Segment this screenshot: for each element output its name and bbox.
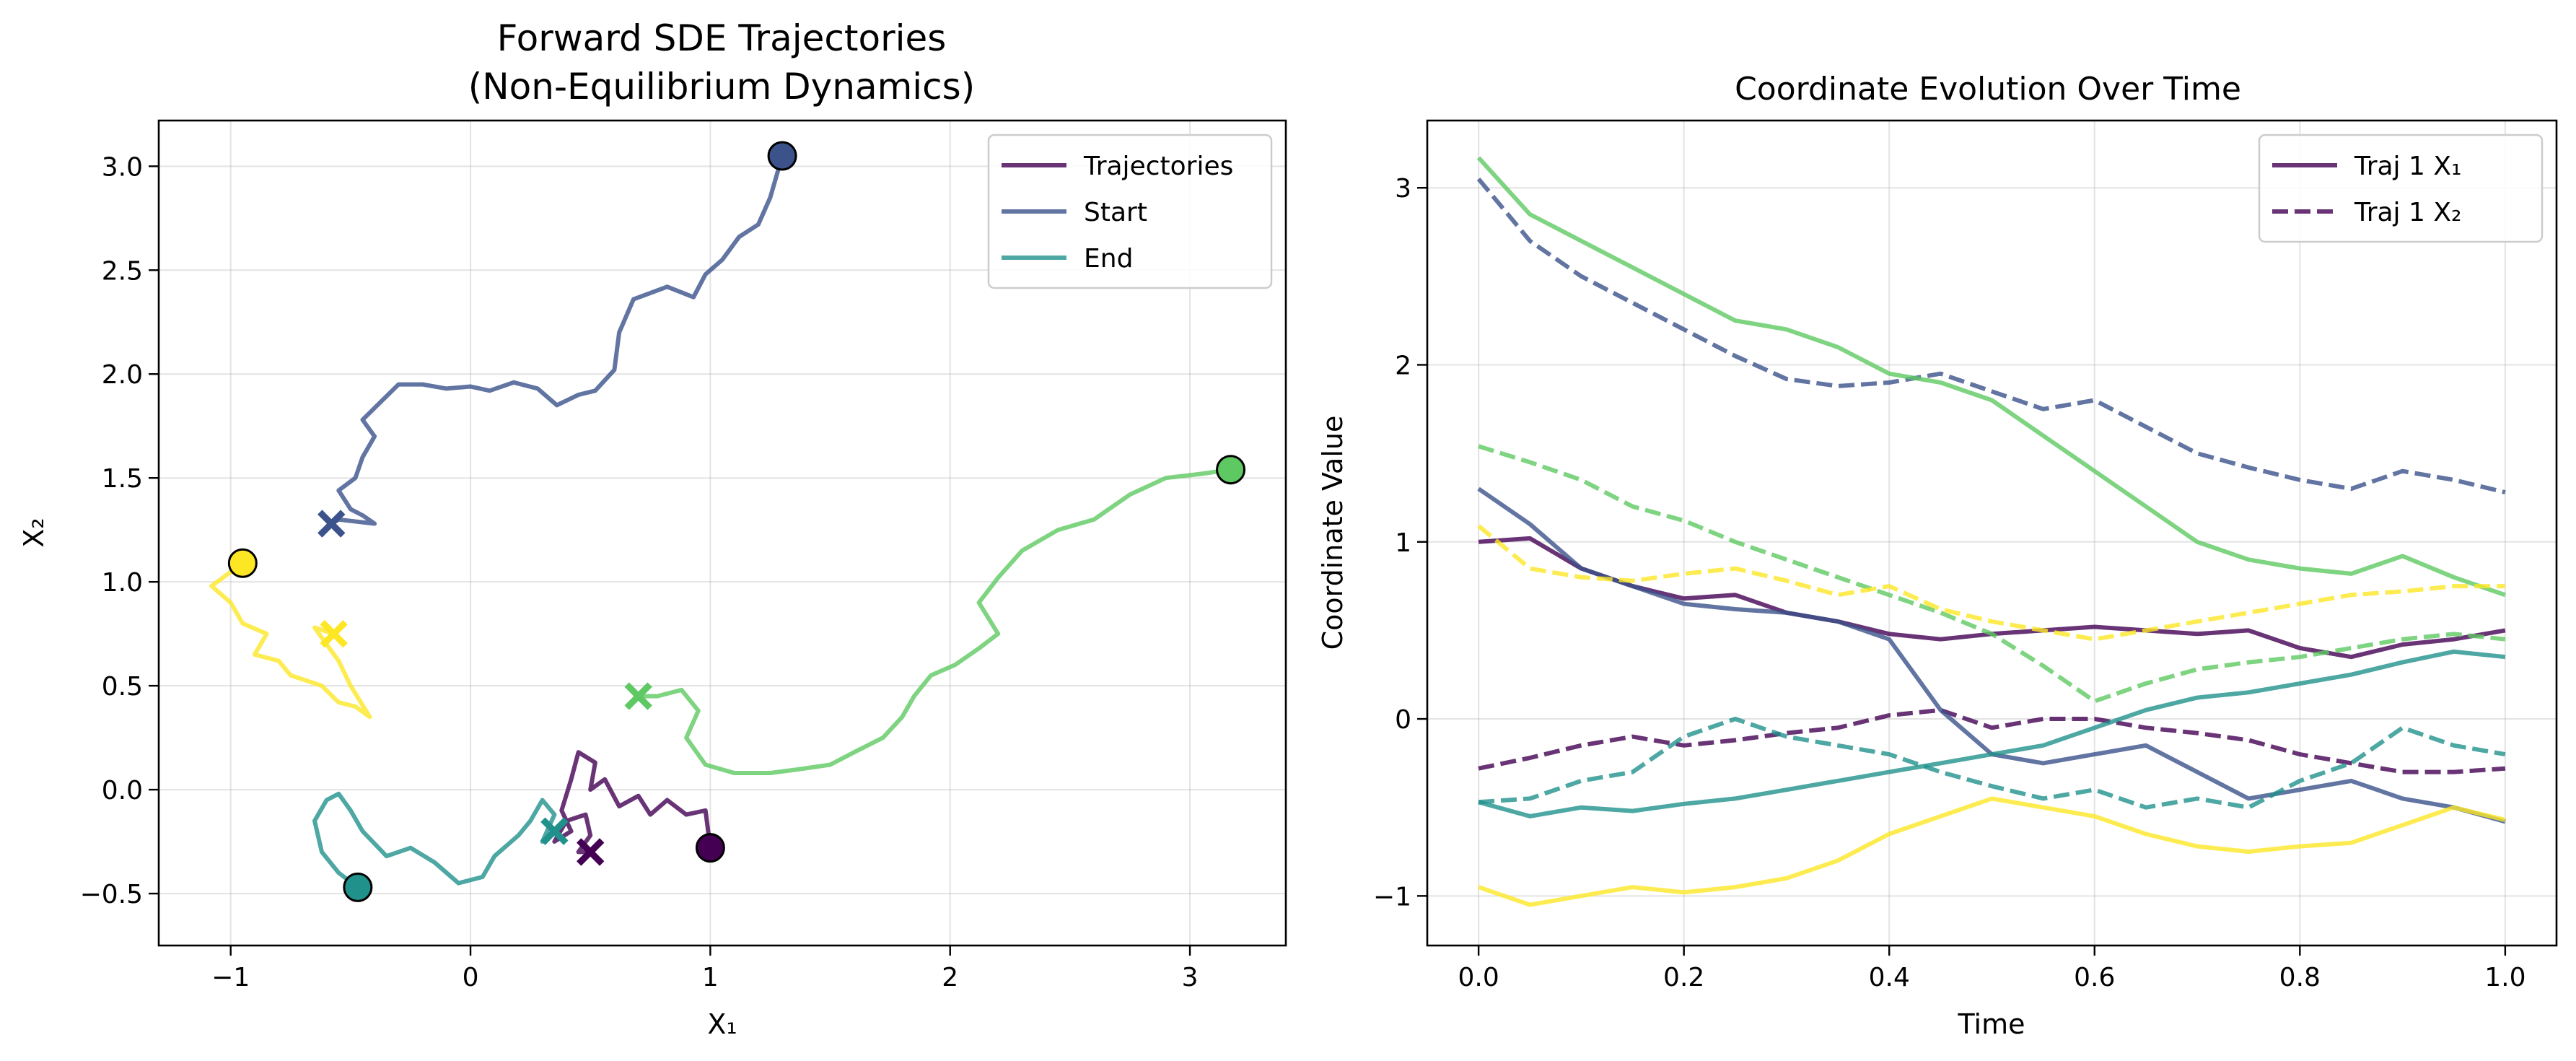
right-ticks: 0.0 0.2 0.4 0.6 0.8 1.0 −1 0 1 2 3 <box>1373 174 2526 992</box>
right-x-axis-label: Time <box>1958 1008 2025 1040</box>
right-x2-line <box>1478 707 2506 774</box>
right-x1-line <box>1478 796 2506 907</box>
right-y-tick-label: 1 <box>1395 528 1411 558</box>
right-y-axis-label: Coordinate Value <box>1317 416 1349 650</box>
left-end-marker <box>317 510 346 538</box>
right-y-tick-label: 3 <box>1395 174 1411 204</box>
left-start-marker <box>227 548 258 578</box>
left-markers <box>227 141 1246 902</box>
left-trajectory-line <box>312 791 557 890</box>
left-end-marker <box>540 817 569 845</box>
right-grid <box>1427 121 2557 946</box>
left-start-marker <box>767 141 797 171</box>
left-start-marker <box>695 833 725 863</box>
left-chart-panel: Forward SDE Trajectories (Non-Equilibriu… <box>18 17 1287 1040</box>
left-ticks: −1 0 1 2 3 −0.5 0.0 0.5 1.0 1.5 2.0 2.5 3.0 <box>80 152 1199 992</box>
left-legend: Trajectories Start End <box>987 134 1273 289</box>
left-legend-box <box>987 134 1273 289</box>
right-x2-line <box>1478 444 2506 704</box>
right-x1-line <box>1478 649 2506 818</box>
left-legend-label: End <box>1084 244 1133 274</box>
left-plot-frame <box>157 119 1287 947</box>
left-x-tick-label: 0 <box>463 963 479 992</box>
right-plot-frame <box>1426 119 2558 947</box>
right-x1-line <box>1478 536 2506 660</box>
left-y-tick-label: 3.0 <box>102 152 143 182</box>
right-x-tick-label: 0.6 <box>2074 963 2115 992</box>
right-coordinate-lines <box>1476 156 2506 907</box>
left-x-tick-label: 3 <box>1182 963 1199 992</box>
left-trajectory-line <box>636 467 1233 775</box>
left-trajectory-line <box>552 750 713 855</box>
left-y-axis-label: X₂ <box>18 518 50 547</box>
right-x-tick-label: 1.0 <box>2484 963 2525 992</box>
left-x-axis-label: X₁ <box>707 1008 737 1040</box>
left-y-tick-label: 1.5 <box>102 464 143 494</box>
right-chart-panel: Coordinate Evolution Over Time 0.0 0.2 0.4… <box>1317 71 2558 1040</box>
right-x2-line <box>1477 524 2505 642</box>
left-chart-title-line1: Forward SDE Trajectories <box>497 17 947 59</box>
left-x-tick-label: 2 <box>942 963 958 992</box>
right-x-tick-label: 0.4 <box>1869 963 1910 992</box>
left-trajectory-line <box>329 153 785 526</box>
left-y-tick-label: 0.5 <box>102 672 143 702</box>
left-y-tick-label: 2.5 <box>102 256 143 286</box>
right-y-tick-label: −1 <box>1373 882 1411 912</box>
left-end-marker <box>577 838 605 866</box>
right-chart-title: Coordinate Evolution Over Time <box>1735 71 2241 108</box>
left-trajectory-line <box>209 561 372 720</box>
left-y-tick-label: 0.0 <box>102 776 143 805</box>
left-start-marker <box>343 872 373 902</box>
right-x1-line <box>1476 156 2506 598</box>
left-legend-label: Trajectories <box>1083 152 1233 181</box>
right-y-tick-label: 0 <box>1395 705 1411 735</box>
right-legend-label: Traj 1 X₁ <box>2354 152 2461 181</box>
left-chart-title-line2: (Non-Equilibrium Dynamics) <box>468 66 975 108</box>
left-x-tick-label: 1 <box>702 963 719 992</box>
right-legend-label: Traj 1 X₂ <box>2354 198 2461 227</box>
left-end-marker <box>624 682 652 710</box>
left-y-tick-label: 1.0 <box>102 568 143 598</box>
left-legend-label: Start <box>1084 198 1147 227</box>
right-y-tick-label: 2 <box>1395 351 1411 380</box>
right-x2-line <box>1478 717 2506 810</box>
right-legend: Traj 1 X₁ Traj 1 X₂ <box>2258 134 2544 243</box>
left-start-marker <box>1216 455 1246 485</box>
right-x-tick-label: 0.0 <box>1458 963 1499 992</box>
right-x-tick-label: 0.2 <box>1663 963 1704 992</box>
right-legend-box <box>2258 134 2544 243</box>
left-y-tick-label: −0.5 <box>80 880 143 909</box>
right-x2-line <box>1476 177 2506 495</box>
left-y-tick-label: 2.0 <box>102 360 143 390</box>
left-x-tick-label: −1 <box>211 963 250 992</box>
right-x-tick-label: 0.8 <box>2279 963 2321 992</box>
left-end-marker <box>320 619 348 648</box>
left-trajectory-lines <box>209 153 1233 890</box>
